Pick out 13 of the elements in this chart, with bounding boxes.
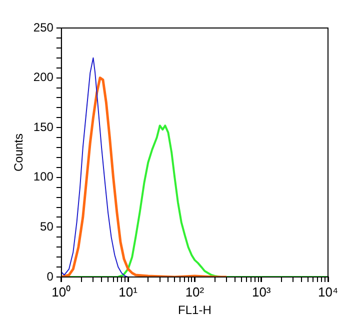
x-tick-label: 10⁴ (318, 284, 338, 300)
y-tick-label: 50 (40, 220, 54, 234)
y-tick-label: 150 (33, 120, 54, 134)
x-tick-label: 10² (185, 284, 205, 300)
y-tick-label: 100 (33, 170, 54, 184)
y-tick-label: 200 (33, 70, 54, 84)
y-axis-title: Counts (12, 133, 26, 172)
x-tick-label: 10⁰ (52, 284, 72, 300)
x-tick-label: 10³ (252, 284, 272, 300)
x-tick-label: 10¹ (118, 284, 138, 300)
y-tick-label: 250 (33, 20, 54, 34)
y-tick-label: 0 (46, 269, 54, 284)
x-axis-title: FL1-H (178, 303, 212, 318)
